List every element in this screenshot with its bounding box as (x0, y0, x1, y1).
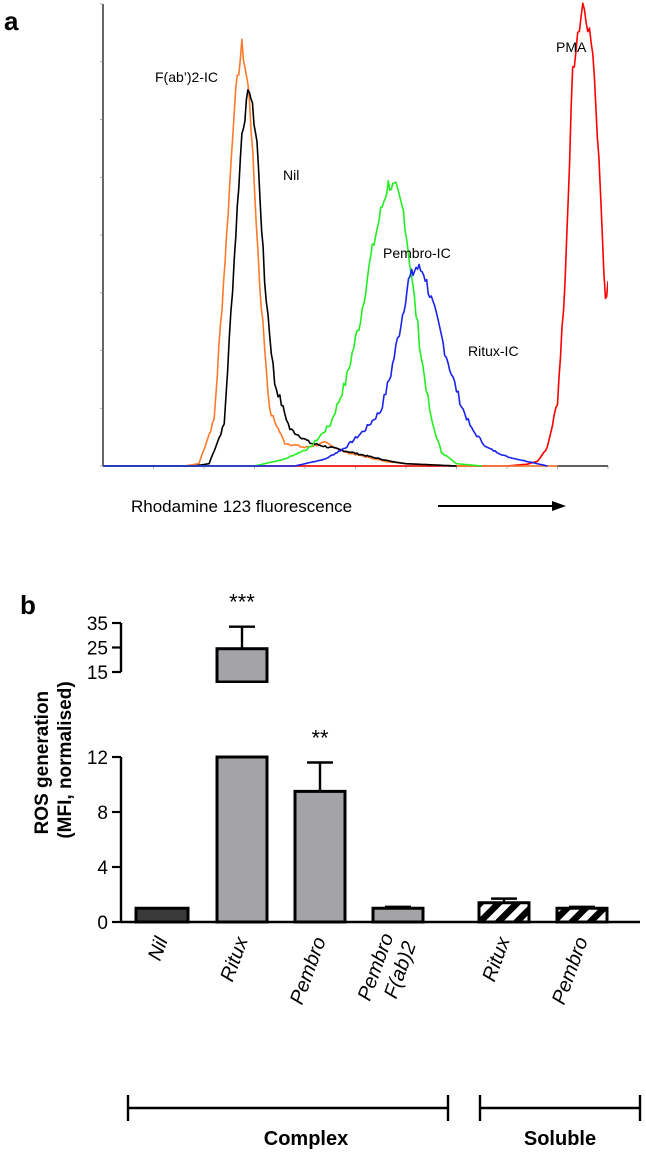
bar-group (477, 897, 531, 924)
category-label-line: Nil (144, 934, 173, 964)
panel-b: b ROS generation (MFI, normalised) 0 4 8 12… (20, 590, 642, 1150)
panel-a-series-labels: PMA F(ab’)2-IC Nil Pembro-IC Ritux-IC (155, 39, 587, 359)
panel-a-curves (103, 2, 608, 467)
bar (555, 906, 609, 924)
panel-b-label: b (20, 590, 36, 620)
histogram-nil (103, 89, 457, 467)
significance-marker: ** (311, 726, 329, 751)
bar (293, 789, 347, 924)
panel-a-label: a (4, 6, 19, 36)
category-label-line: Pembro (548, 934, 593, 1007)
panel-b-y-tick-label: 8 (97, 803, 108, 824)
significance-marker: *** (229, 590, 255, 615)
group-label: Complex (264, 1128, 348, 1150)
category-label: Ritux (216, 933, 253, 984)
panel-b-y-tick-label: 35 (87, 614, 108, 635)
bar-upper-segment (215, 647, 269, 684)
panel-b-bars: ***** (134, 590, 609, 924)
panel-b-y-tick-label: 4 (97, 858, 108, 879)
bar-group (134, 906, 190, 924)
panel-a-x-axis-arrow (438, 501, 566, 511)
bar (134, 906, 190, 924)
histogram-pembro-ic (103, 180, 482, 467)
series-label-ritux-ic: Ritux-IC (468, 343, 519, 359)
category-label-line: Ritux (478, 933, 515, 984)
category-label-line: Ritux (216, 933, 253, 984)
bar-group: *** (214, 590, 270, 924)
panel-b-y-axis-label-line-2: (MFI, normalised) (55, 681, 76, 838)
category-label: Ritux (478, 933, 515, 984)
group-label: Soluble (524, 1128, 596, 1150)
panel-b-y-tick-label: 0 (97, 913, 108, 934)
series-label-nil: Nil (283, 167, 299, 183)
panel-b-groups: Complex Soluble (126, 1095, 642, 1150)
category-label-line: Pembro (286, 934, 331, 1007)
bar-group (555, 905, 609, 924)
series-label-pembro-ic: Pembro-IC (383, 245, 451, 261)
histogram-f-ab-2-ic (103, 38, 558, 467)
panel-a-x-axis-label: Rhodamine 123 fluorescence (131, 497, 352, 516)
category-label: Pembro (286, 934, 331, 1007)
category-label: Nil (144, 934, 173, 964)
panel-b-axes: 0 4 8 12 15 25 35 (87, 614, 640, 934)
bar (477, 901, 531, 924)
panel-b-y-axis-label-line-1: ROS generation (32, 691, 53, 835)
series-label-pma: PMA (556, 39, 587, 55)
panel-b-y-tick-label: 25 (87, 639, 108, 660)
panel-a: a PMA F(ab’)2-IC Nil Pembro-IC Ritux-IC Rhod… (4, 2, 609, 516)
bar-group (371, 905, 425, 924)
category-label: PembroF(ab)2 (354, 930, 421, 1012)
axis-break-gap (214, 683, 270, 755)
panel-b-y-tick-label: 12 (87, 748, 108, 769)
panel-b-y-tick-label: 15 (87, 663, 108, 684)
panel-b-category-labels: Nil Ritux Pembro PembroF(ab)2 Ritux Pembro (144, 930, 593, 1012)
series-label-f-ab-2-ic: F(ab’)2-IC (155, 69, 218, 85)
panel-b-y-axis-label: ROS generation (MFI, normalised) (32, 681, 76, 838)
histogram-ritux-ic (103, 263, 548, 467)
bar (371, 906, 425, 924)
bar-group: ** (293, 726, 347, 924)
bar (215, 755, 269, 924)
category-label: Pembro (548, 934, 593, 1007)
